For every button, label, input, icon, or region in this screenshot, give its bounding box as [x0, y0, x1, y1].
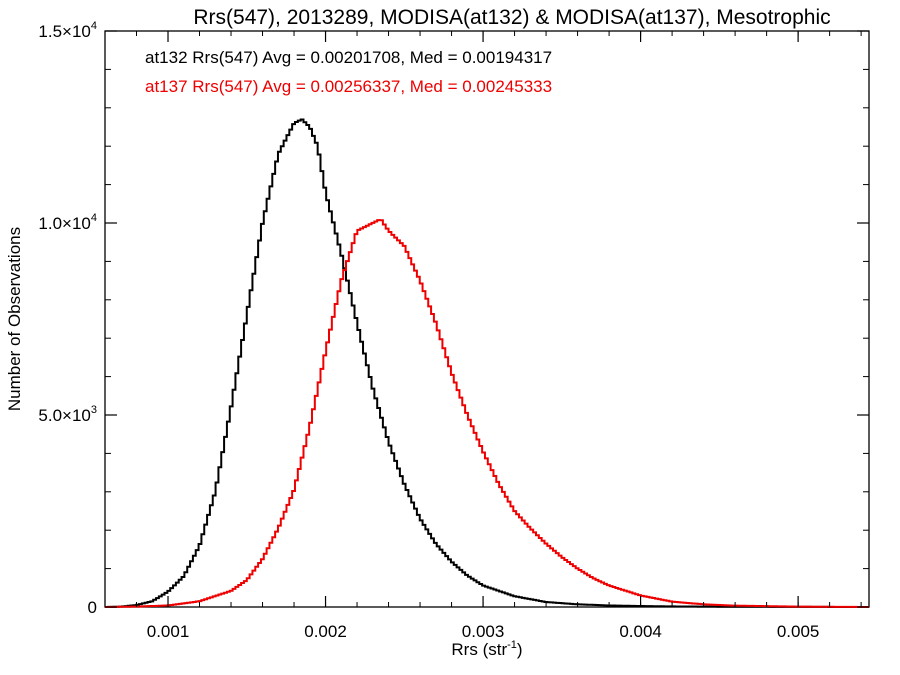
annotation-black: at132 Rrs(547) Avg = 0.00201708, Med = 0…	[145, 48, 552, 67]
annotation-red: at137 Rrs(547) Avg = 0.00256337, Med = 0…	[145, 77, 552, 96]
x-tick-label: 0.005	[777, 622, 820, 641]
y-tick-label: 1.0×104	[38, 212, 97, 233]
y-axis-label: Number of Observations	[5, 227, 24, 411]
x-axis-label: Rrs (str-1)	[451, 639, 522, 659]
series-layer	[105, 118, 869, 608]
series-line-1	[105, 219, 869, 608]
x-tick-label: 0.004	[619, 622, 662, 641]
x-tick-label: 0.003	[462, 622, 505, 641]
y-tick-label: 0	[88, 598, 97, 617]
tick-layer: 0.001 0.002 0.003 0.004 0.005 0 5.0×103 1.0×104…	[38, 20, 869, 641]
y-tick-label: 1.5×104	[38, 20, 97, 41]
series-line-0	[105, 118, 869, 608]
x-tick-label: 0.002	[304, 622, 347, 641]
chart-title: Rrs(547), 2013289, MODISA(at132) & MODIS…	[193, 6, 830, 29]
plot-frame	[104, 30, 870, 608]
y-tick-label: 5.0×103	[38, 404, 97, 425]
x-tick-label: 0.001	[147, 622, 190, 641]
